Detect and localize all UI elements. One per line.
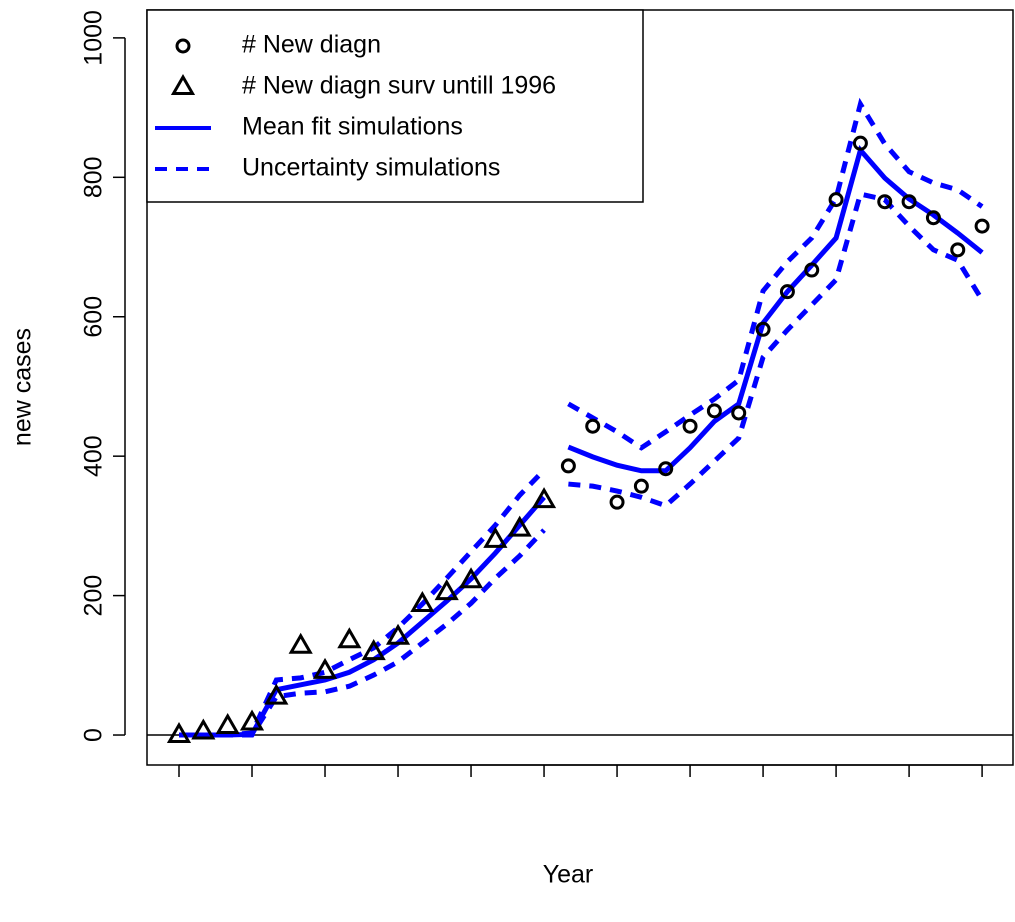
legend-label: # New diagn surv untill 1996 <box>242 72 556 100</box>
legend-label: Mean fit simulations <box>242 113 463 141</box>
point <box>609 494 625 510</box>
y-tick-label: 800 <box>80 156 108 198</box>
y-tick-label: 1000 <box>80 10 108 66</box>
y-tick-label: 600 <box>80 296 108 338</box>
point <box>385 623 411 645</box>
point <box>974 218 990 234</box>
point <box>658 461 674 477</box>
point <box>288 632 313 654</box>
y-tick-label: 400 <box>80 435 108 477</box>
point <box>312 657 338 679</box>
point <box>483 526 508 548</box>
point <box>531 487 557 509</box>
x-axis-label: Year <box>543 861 594 889</box>
line <box>568 191 985 509</box>
legend-label: # New diagn <box>242 31 381 59</box>
point <box>191 718 216 740</box>
y-tick-label: 0 <box>80 728 108 742</box>
point <box>458 567 484 589</box>
point <box>215 712 240 734</box>
point <box>779 284 795 300</box>
legend-marker <box>175 38 191 54</box>
point <box>950 242 966 258</box>
line <box>567 144 984 474</box>
point <box>337 627 362 649</box>
point <box>755 321 771 337</box>
y-tick-label: 200 <box>80 575 108 617</box>
point <box>239 709 265 731</box>
legend-box <box>146 9 644 203</box>
legend: # New diagn # New diagn surv untill 1996 M… <box>146 9 644 203</box>
point <box>585 418 601 434</box>
point <box>166 722 192 744</box>
point <box>877 194 893 210</box>
point <box>682 418 698 434</box>
legend-marker <box>170 73 196 95</box>
line <box>567 97 984 451</box>
point <box>901 194 917 210</box>
point <box>507 515 532 537</box>
point <box>925 210 941 226</box>
legend-label: Uncertainty simulations <box>242 154 500 182</box>
point <box>361 639 386 661</box>
point <box>434 579 459 601</box>
line <box>179 468 546 738</box>
point <box>706 403 722 419</box>
point <box>804 262 820 278</box>
point <box>852 135 868 151</box>
point <box>410 590 435 612</box>
point <box>560 458 576 474</box>
line <box>179 495 546 738</box>
point <box>731 405 747 421</box>
point <box>828 192 844 208</box>
point <box>633 478 649 494</box>
y-axis-label: new cases <box>9 328 37 446</box>
point <box>264 683 289 705</box>
line <box>179 528 546 738</box>
